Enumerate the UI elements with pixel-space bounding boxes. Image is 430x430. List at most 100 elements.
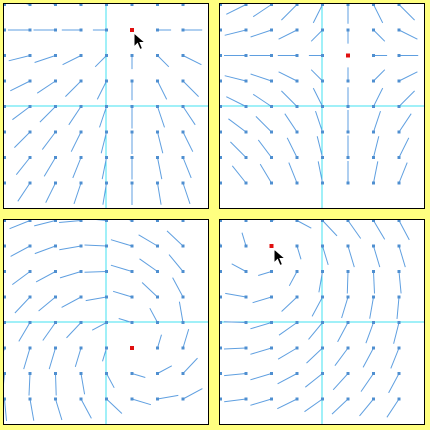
vector-line	[48, 347, 56, 370]
vector-line	[373, 245, 381, 268]
vector-line	[310, 29, 323, 42]
grid-point	[79, 372, 83, 375]
grid-point	[295, 54, 299, 57]
grid-point	[130, 270, 134, 273]
grid-point	[220, 28, 222, 32]
grid-point	[372, 156, 375, 159]
vector-line	[360, 373, 374, 392]
grid-point	[54, 105, 57, 108]
grid-point	[244, 321, 248, 324]
grid-point	[220, 295, 222, 299]
grid-point	[397, 4, 401, 6]
grid-point	[397, 54, 401, 57]
grid-point	[321, 181, 324, 185]
vector-line	[106, 373, 115, 389]
vector-field-panel-focus-ccw[interactable]	[3, 219, 209, 425]
vector-field-canvas[interactable]	[4, 4, 208, 208]
grid-point	[244, 4, 248, 6]
grid-point	[397, 270, 401, 273]
grid-point	[270, 54, 273, 57]
grid-point	[372, 270, 375, 273]
vector-line	[157, 182, 162, 205]
vector-line	[106, 398, 123, 414]
vector-line	[296, 220, 312, 229]
vector-line	[252, 296, 272, 304]
vector-line	[29, 398, 35, 421]
vector-line	[277, 398, 298, 410]
grid-point	[372, 346, 375, 350]
grid-point	[270, 295, 273, 299]
grid-point	[156, 346, 159, 350]
grid-point	[4, 54, 6, 57]
vector-line	[224, 398, 247, 403]
vector-field-canvas[interactable]	[220, 4, 424, 208]
vector-line	[84, 271, 107, 273]
grid-point	[372, 130, 375, 134]
grid-point	[28, 130, 32, 134]
critical-point-marker[interactable]	[346, 53, 350, 58]
vector-line	[331, 398, 349, 415]
grid-point	[79, 105, 83, 108]
vector-line	[182, 157, 192, 179]
grid-point	[244, 397, 248, 401]
vector-line	[39, 106, 56, 123]
grid-point	[346, 346, 350, 350]
critical-point-marker[interactable]	[130, 346, 134, 350]
grid-point	[372, 397, 375, 401]
vector-line	[139, 258, 158, 272]
grid-point	[244, 156, 248, 159]
vector-line	[398, 71, 418, 82]
grid-point	[156, 295, 159, 299]
vector-line	[178, 301, 184, 323]
grid-point	[372, 79, 375, 83]
grid-point	[4, 397, 6, 401]
vector-line	[311, 296, 323, 317]
grid-point	[220, 4, 222, 6]
vector-line	[4, 182, 5, 185]
grid-point	[79, 4, 83, 6]
vector-field-panel-saddle[interactable]	[219, 3, 425, 209]
grid-point	[4, 28, 6, 32]
vector-line	[231, 165, 247, 184]
vector-line	[80, 398, 92, 419]
grid-point	[79, 346, 83, 350]
grid-point	[4, 105, 6, 108]
vector-field-panel-node[interactable]	[3, 3, 209, 209]
critical-point-marker[interactable]	[130, 28, 134, 32]
grid-point	[397, 130, 401, 134]
grid-point	[181, 220, 185, 222]
vector-field-canvas[interactable]	[220, 220, 424, 424]
vector-line	[34, 220, 56, 227]
grid-point	[28, 181, 32, 185]
vector-line	[182, 357, 198, 374]
vector-line	[334, 347, 349, 366]
vector-line	[223, 321, 247, 323]
grid-point	[105, 130, 108, 134]
vector-field-canvas[interactable]	[4, 220, 208, 424]
vector-line	[4, 157, 5, 159]
vector-line	[278, 322, 298, 336]
grid-point	[28, 220, 32, 222]
vector-line	[373, 110, 381, 133]
grid-point	[130, 156, 134, 159]
vector-line	[157, 106, 165, 128]
grid-point	[156, 28, 159, 32]
grid-point	[346, 105, 350, 108]
vector-line	[182, 182, 191, 205]
grid-point	[79, 79, 83, 83]
grid-point	[79, 130, 83, 134]
grid-point	[4, 372, 6, 375]
grid-point	[346, 156, 350, 159]
vector-line	[278, 29, 298, 40]
vector-line	[14, 296, 31, 314]
grid-point	[346, 4, 350, 6]
vector-line	[306, 347, 323, 364]
vector-line	[373, 271, 375, 294]
grid-point	[321, 397, 324, 401]
vector-field-panel-focus-cw[interactable]	[219, 219, 425, 425]
grid-point	[321, 220, 324, 222]
critical-point-marker[interactable]	[269, 244, 274, 248]
vector-line	[4, 347, 5, 352]
grid-point	[181, 181, 185, 185]
grid-point	[397, 321, 401, 324]
